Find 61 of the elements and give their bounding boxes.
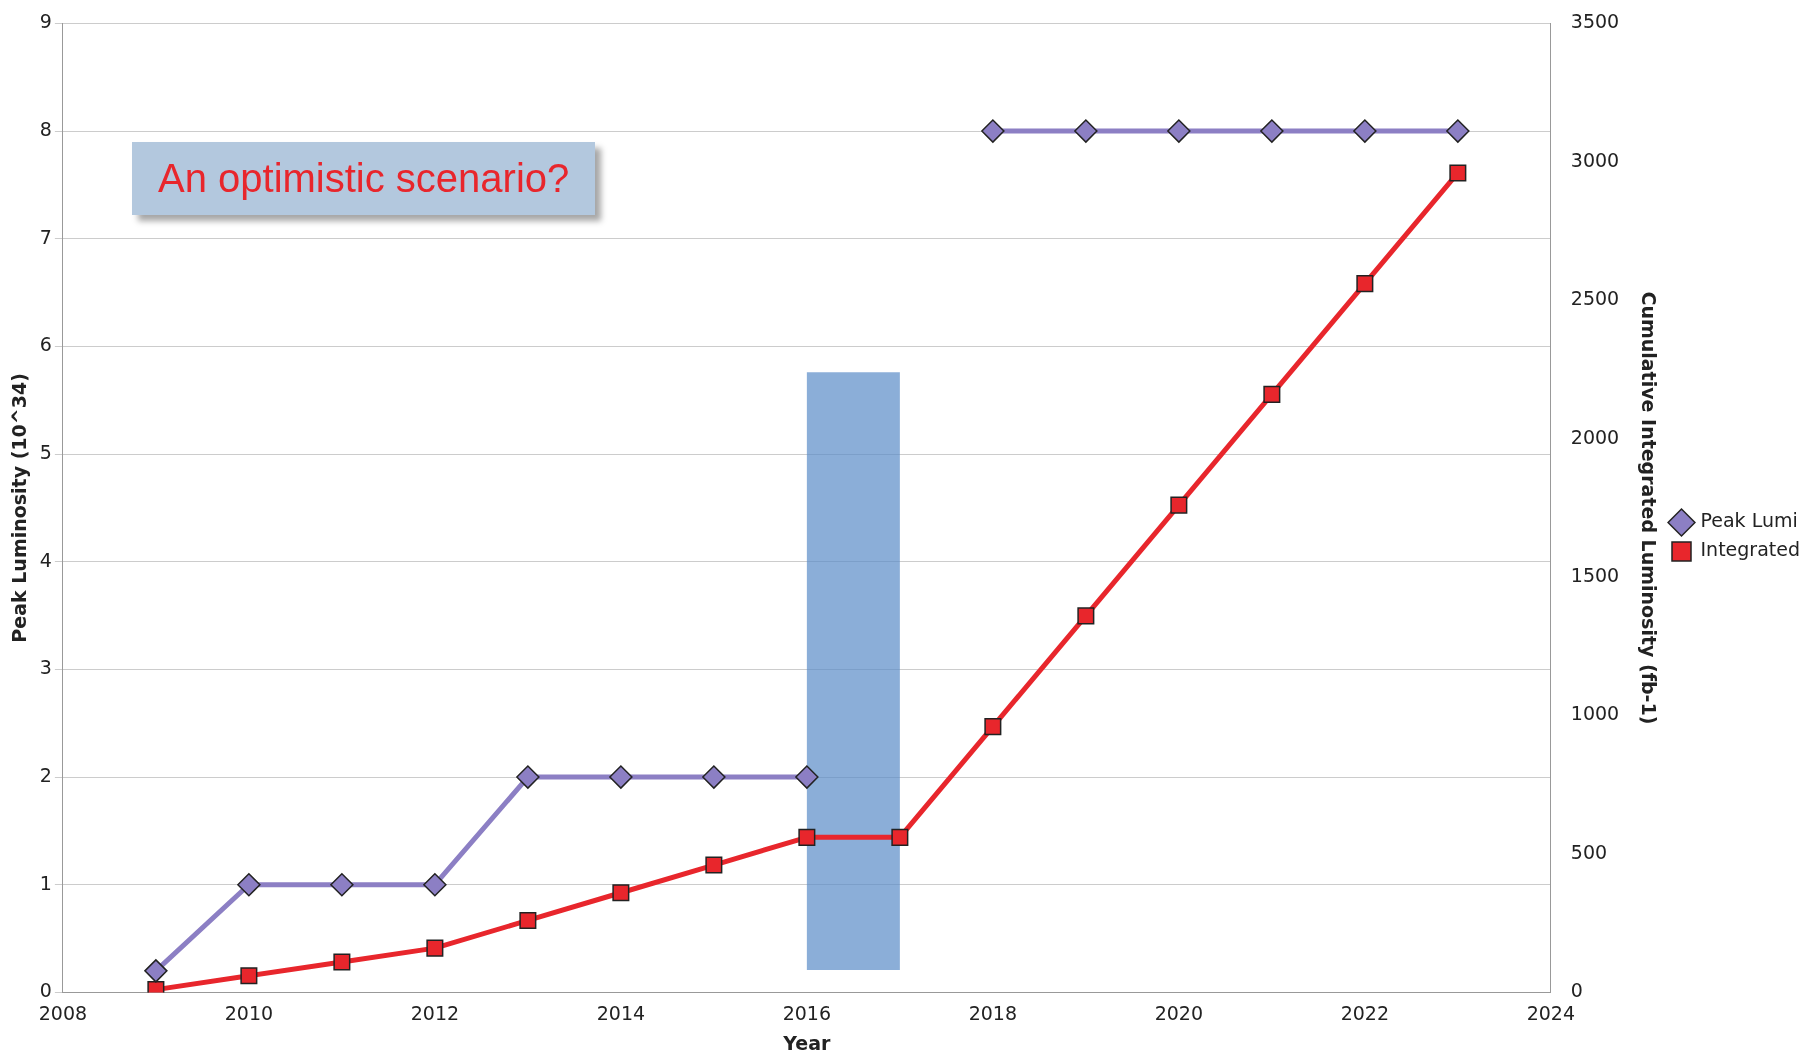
point	[1167, 119, 1191, 143]
x-tick-label: 2020	[1154, 1001, 1204, 1024]
point	[798, 828, 816, 846]
y-tick-label: 6	[39, 333, 52, 356]
x-tick-label: 2018	[968, 1001, 1018, 1024]
x-tick-label: 2024	[1526, 1001, 1576, 1024]
legend-label: Peak Lumi	[1700, 509, 1798, 532]
point	[423, 872, 447, 897]
y2-tick-label: 1000	[1570, 702, 1620, 725]
x-tick-label: 2008	[38, 1001, 88, 1024]
point	[1077, 607, 1095, 625]
y-tick-label: 4	[39, 548, 52, 571]
point	[237, 872, 261, 897]
y-tick-label: 3	[39, 656, 52, 679]
y-tick-label: 1	[39, 871, 52, 894]
point	[519, 911, 537, 929]
y-tick-label: 2	[39, 764, 52, 786]
x-axis-title: Year	[782, 1031, 832, 1054]
y-tick-label: 7	[39, 225, 52, 248]
y2-axis-title: Cumulative Integrated Luminosity (fb-1)	[1637, 291, 1660, 725]
point	[1074, 119, 1098, 143]
point	[516, 765, 540, 789]
point	[891, 828, 909, 846]
y2-tick-label: 2000	[1570, 425, 1620, 448]
point	[144, 959, 168, 983]
y-tick-label: 9	[39, 10, 52, 33]
y2-tick-label: 500	[1570, 840, 1608, 863]
y-tick-label: 0	[39, 979, 52, 1002]
point	[984, 718, 1002, 736]
point	[240, 967, 258, 985]
point	[1260, 119, 1284, 143]
x-tick-label: 2014	[596, 1001, 646, 1024]
legend-label: Integrated	[1700, 538, 1800, 561]
point	[1446, 119, 1470, 143]
point	[1170, 496, 1188, 514]
annotation: An optimistic scenario?	[132, 142, 596, 215]
y-tick-label: 8	[39, 118, 52, 140]
point	[1353, 119, 1377, 143]
x-tick-label: 2016	[782, 1001, 832, 1024]
point	[333, 953, 351, 971]
y2-tick-label: 1500	[1570, 564, 1620, 587]
point	[1356, 275, 1374, 293]
x-tick-label: 2010	[224, 1001, 274, 1024]
point	[609, 765, 633, 789]
x-tick-label: 2012	[410, 1001, 460, 1024]
y2-tick-label: 0	[1570, 979, 1583, 1002]
x-tick-label: 2022	[1340, 1001, 1390, 1024]
point	[1263, 385, 1281, 403]
y2-tick-label: 3500	[1570, 10, 1620, 33]
point	[705, 856, 723, 874]
point	[330, 872, 354, 897]
y-axis-title: Peak Luminosity (10^34)	[8, 373, 31, 643]
point	[612, 884, 630, 902]
point	[795, 765, 819, 789]
y2-tick-label: 2500	[1570, 287, 1620, 310]
point	[702, 765, 726, 789]
point	[1449, 164, 1467, 182]
point	[426, 939, 444, 957]
point	[981, 119, 1005, 143]
y-tick-label: 5	[39, 441, 52, 463]
y2-tick-label: 3000	[1570, 148, 1620, 171]
